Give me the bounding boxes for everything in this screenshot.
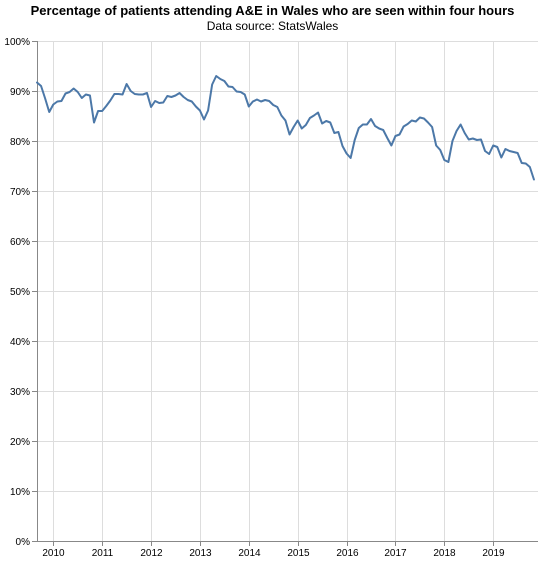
- x-tick: 2017: [384, 541, 407, 559]
- x-tick: 2011: [92, 541, 114, 559]
- x-tick-label: 2019: [482, 548, 505, 559]
- x-axis: 2010 2011 2012 2013 2014 2015 2016 2017 2018 2019: [37, 541, 538, 559]
- y-tick-label: 40%: [10, 337, 30, 348]
- y-tick-label: 90%: [10, 87, 30, 98]
- y-tick: 70%: [10, 187, 37, 198]
- y-axis: 0% 10% 20% 30% 40% 50% 60% 70% 80% 90% 100%: [4, 37, 37, 548]
- y-tick-label: 100%: [4, 37, 30, 48]
- x-tick: 2016: [336, 541, 359, 559]
- x-tick: 2019: [482, 541, 505, 559]
- x-tick-label: 2017: [384, 548, 407, 559]
- y-tick-label: 10%: [10, 487, 30, 498]
- y-tick: 10%: [10, 487, 37, 498]
- y-tick-label: 50%: [10, 287, 30, 298]
- x-tick: 2014: [238, 541, 261, 559]
- y-tick: 20%: [10, 437, 37, 448]
- y-tick: 100%: [4, 37, 37, 48]
- x-tick-label: 2015: [287, 548, 310, 559]
- x-tick-label: 2014: [238, 548, 261, 559]
- y-tick-label: 70%: [10, 187, 30, 198]
- y-tick: 50%: [10, 287, 37, 298]
- y-tick-label: 20%: [10, 437, 30, 448]
- x-tick: 2018: [433, 541, 456, 559]
- y-tick: 40%: [10, 337, 37, 348]
- y-tick: 60%: [10, 237, 37, 248]
- x-tick: 2012: [140, 541, 163, 559]
- x-tick: 2015: [287, 541, 310, 559]
- y-tick: 90%: [10, 87, 37, 98]
- x-tick: 2013: [189, 541, 212, 559]
- x-tick-label: 2011: [92, 548, 114, 559]
- y-tick-label: 80%: [10, 137, 30, 148]
- y-tick: 0%: [16, 537, 37, 548]
- x-tick-label: 2012: [140, 548, 163, 559]
- y-tick-label: 30%: [10, 387, 30, 398]
- x-tick-label: 2016: [336, 548, 359, 559]
- x-tick-label: 2010: [42, 548, 65, 559]
- y-tick-label: 60%: [10, 237, 30, 248]
- y-tick: 30%: [10, 387, 37, 398]
- y-gridlines: [37, 42, 538, 542]
- y-tick-label: 0%: [16, 537, 31, 548]
- x-tick: 2010: [42, 541, 65, 559]
- x-tick-label: 2018: [433, 548, 456, 559]
- x-tick-label: 2013: [189, 548, 212, 559]
- y-tick: 80%: [10, 137, 37, 148]
